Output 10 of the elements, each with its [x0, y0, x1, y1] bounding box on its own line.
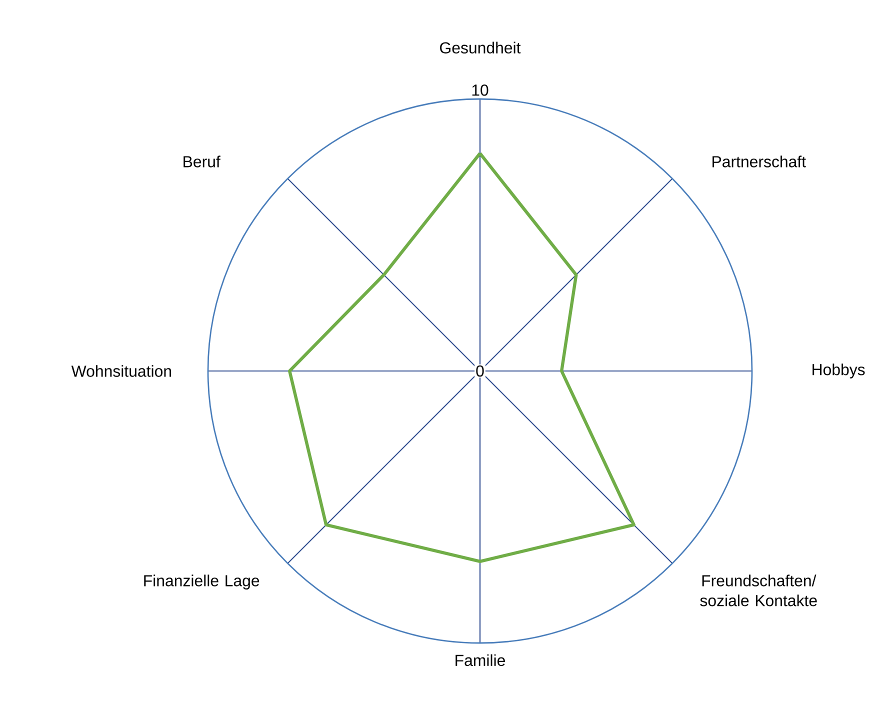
spoke-label: Freundschaften/ soziale Kontakte — [700, 574, 817, 606]
spoke-label: Wohnsituation — [71, 365, 171, 377]
y-tick-label: 0 — [476, 365, 484, 377]
spoke-label: Familie — [456, 654, 505, 666]
spoke-label: Gesundheit — [440, 42, 521, 54]
spoke-label: Beruf — [184, 156, 220, 168]
spoke-label: Finanzielle Lage — [144, 574, 260, 590]
spoke-label: Hobbys — [812, 364, 865, 378]
spoke-label: Partnerschaft — [712, 156, 806, 168]
y-tick-label: 10 — [472, 84, 488, 96]
